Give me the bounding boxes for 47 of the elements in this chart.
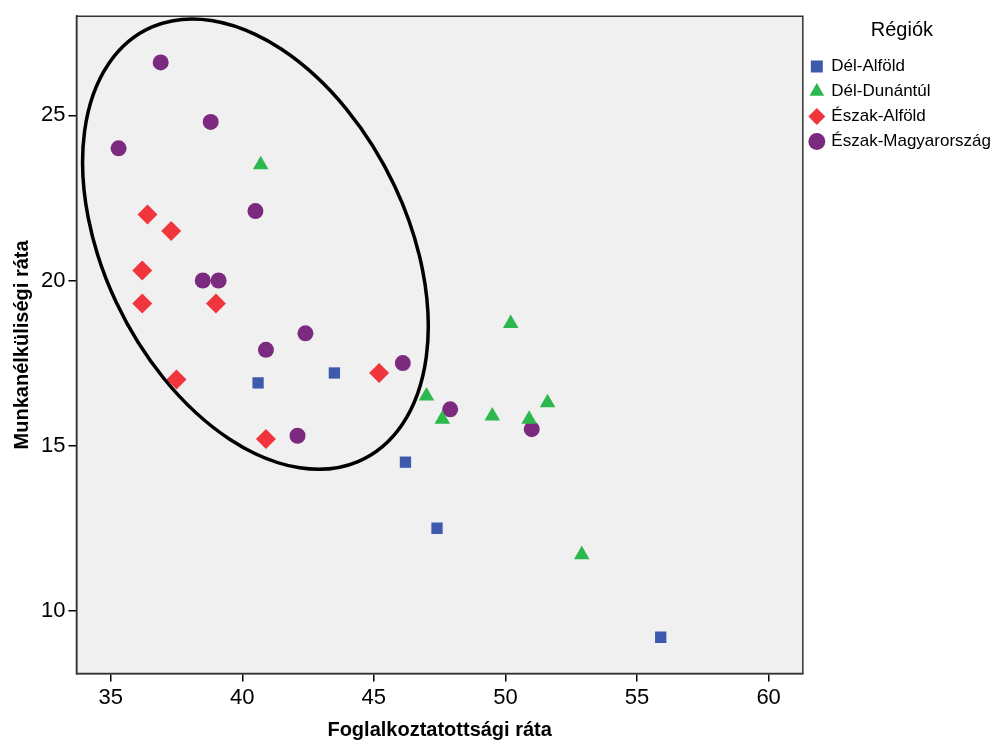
point: [210, 272, 227, 289]
y-tick-label: 10: [40, 596, 66, 622]
point: [137, 204, 158, 225]
point: [539, 393, 556, 408]
point: [289, 427, 306, 444]
x-tick-label: 45: [361, 683, 387, 709]
x-tick-label: 60: [756, 683, 781, 709]
x-tick-label: 35: [98, 683, 123, 709]
point: [434, 410, 451, 424]
point: [257, 341, 274, 358]
point: [252, 377, 264, 389]
point: [655, 631, 667, 643]
point: [205, 293, 226, 314]
point: [194, 272, 211, 289]
legend-label: Észak-Magyarország: [831, 131, 992, 151]
point: [255, 429, 276, 450]
x-tick-label: 50: [493, 683, 518, 709]
y-tick-label: 20: [40, 266, 66, 292]
point: [202, 113, 219, 130]
point: [132, 260, 153, 281]
point: [166, 369, 187, 390]
point: [247, 203, 264, 220]
point: [573, 545, 590, 560]
legend-label: Dél-Alföld: [831, 56, 906, 76]
legend-label: Dél-Dunántúl: [831, 81, 931, 101]
point: [132, 293, 153, 314]
legend-label: Észak-Alföld: [831, 106, 926, 126]
point: [394, 355, 411, 372]
y-tick-label: 15: [40, 431, 66, 457]
x-tick-label: 40: [230, 683, 255, 709]
legend-title: Régiók: [870, 17, 935, 40]
y-tick-label: 25: [40, 101, 66, 127]
x-tick-label: 55: [624, 683, 650, 709]
point: [521, 410, 537, 424]
point: [431, 522, 443, 534]
point: [369, 362, 390, 383]
point: [484, 406, 501, 421]
point: [152, 54, 169, 71]
point: [418, 387, 435, 401]
point: [110, 140, 127, 157]
y-axis-title: Munkanélküliségi ráta: [9, 239, 32, 450]
point: [399, 456, 412, 468]
point: [328, 367, 341, 379]
x-axis-title: Foglalkoztatottsági ráta: [327, 717, 553, 740]
point: [161, 220, 182, 241]
point: [297, 325, 314, 342]
point: [442, 401, 459, 418]
